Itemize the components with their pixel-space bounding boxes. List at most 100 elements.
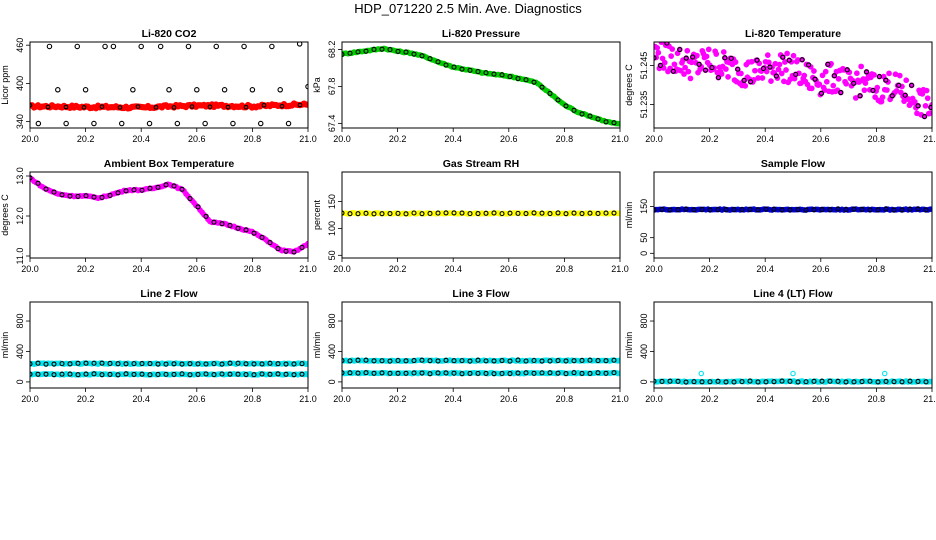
- data-point: [155, 371, 161, 378]
- data-point: [531, 357, 537, 364]
- data-point: [747, 206, 753, 212]
- data-point: [571, 107, 577, 113]
- data-point: [379, 358, 385, 364]
- data-point: [291, 372, 297, 378]
- data-point: [670, 68, 676, 74]
- data-point: [691, 379, 697, 385]
- data-point: [760, 65, 767, 72]
- data-point: [179, 361, 185, 367]
- data-point: [883, 378, 889, 384]
- data-point: [259, 361, 265, 367]
- data-point: [867, 207, 873, 213]
- x-tick-label: 20.4: [132, 264, 150, 274]
- data-point: [483, 358, 489, 364]
- data-point: [395, 48, 401, 54]
- data-point: [713, 51, 720, 57]
- data-point: [816, 81, 823, 88]
- data-point: [291, 361, 297, 367]
- data-point: [107, 371, 113, 377]
- data-point: [735, 66, 741, 72]
- data-point: [803, 379, 809, 385]
- data-point: [654, 55, 657, 61]
- data-point: [859, 206, 865, 212]
- data-point: [738, 70, 744, 77]
- data-point: [861, 87, 868, 94]
- data-point: [907, 378, 913, 384]
- data-point: [696, 61, 702, 67]
- data-point: [825, 61, 831, 67]
- data-point: [403, 370, 409, 376]
- plot-area: [342, 45, 620, 127]
- data-point: [661, 59, 668, 66]
- x-tick-label: 20.2: [77, 264, 95, 274]
- data-point: [153, 104, 159, 110]
- data-point: [595, 370, 601, 376]
- y-tick-label: 400: [639, 344, 649, 359]
- x-tick-label: 20.6: [812, 134, 830, 144]
- data-point: [698, 370, 705, 377]
- x-tick-label: 20.0: [645, 394, 663, 404]
- data-point: [279, 103, 285, 109]
- data-point: [595, 116, 601, 122]
- data-point: [459, 358, 465, 364]
- data-point: [139, 371, 145, 377]
- plot-area: [30, 360, 308, 378]
- data-point: [451, 370, 457, 376]
- data-point: [723, 379, 729, 385]
- data-point: [891, 379, 897, 385]
- panel-title: Line 2 Flow: [140, 288, 198, 300]
- x-tick-label: 20.4: [756, 394, 774, 404]
- data-point: [587, 370, 593, 376]
- data-point: [531, 210, 537, 216]
- data-point: [166, 87, 172, 93]
- data-point: [748, 79, 754, 85]
- data-point: [499, 357, 505, 364]
- data-point: [843, 206, 849, 213]
- y-tick-label: 12.0: [15, 207, 25, 225]
- data-point: [347, 50, 353, 56]
- data-point: [523, 210, 529, 217]
- data-point: [763, 206, 769, 212]
- data-point: [75, 372, 81, 378]
- data-point: [467, 370, 473, 376]
- data-point: [30, 361, 33, 367]
- panel-title: Ambient Box Temperature: [104, 158, 235, 170]
- data-point: [275, 371, 281, 377]
- data-point: [371, 46, 377, 52]
- data-point: [123, 371, 129, 377]
- data-point: [787, 378, 793, 384]
- x-tick-label: 20.8: [556, 394, 574, 404]
- data-point: [664, 42, 670, 46]
- x-tick-label: 20.8: [868, 264, 886, 274]
- data-point: [51, 361, 57, 367]
- x-tick-label: 20.0: [21, 134, 39, 144]
- data-point: [896, 72, 903, 79]
- data-point: [875, 379, 881, 385]
- data-point: [755, 379, 761, 385]
- data-point: [659, 55, 666, 62]
- data-point: [171, 371, 177, 377]
- data-point: [699, 206, 705, 213]
- data-point: [911, 98, 918, 105]
- data-point: [765, 59, 772, 66]
- data-point: [922, 102, 929, 109]
- data-point: [51, 372, 57, 378]
- plot-frame: [29, 41, 309, 129]
- data-point: [342, 370, 345, 376]
- y-tick-label: 0: [639, 251, 649, 256]
- data-point: [267, 240, 273, 246]
- data-point: [874, 84, 881, 91]
- data-point: [459, 66, 465, 72]
- data-point: [163, 182, 169, 188]
- data-point: [117, 105, 123, 110]
- data-point: [467, 67, 473, 73]
- data-point: [67, 361, 73, 367]
- y-axis-label: ml/min: [312, 332, 322, 359]
- y-tick-label: 340: [15, 114, 25, 129]
- data-point: [611, 370, 617, 376]
- data-point: [225, 104, 231, 110]
- plot-frame: [341, 41, 621, 129]
- data-point: [131, 187, 137, 193]
- data-point: [419, 211, 425, 217]
- data-point: [118, 120, 125, 127]
